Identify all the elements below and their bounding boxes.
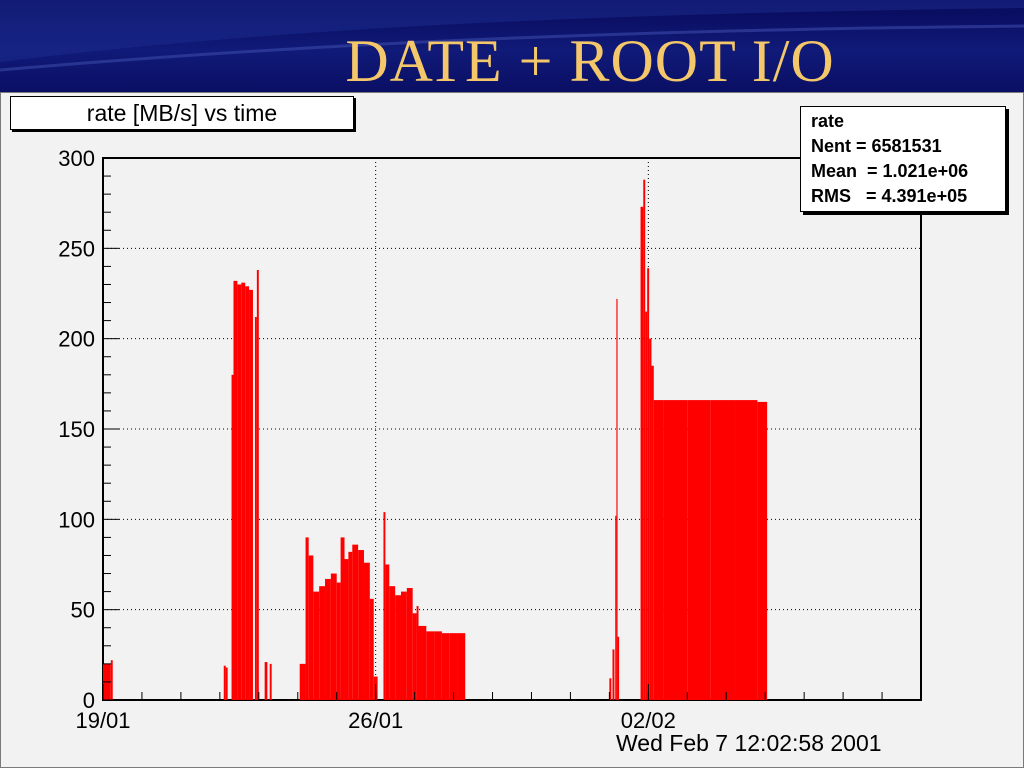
stats-nent: Nent = 6581531 xyxy=(811,136,942,156)
histogram-bar xyxy=(233,280,238,700)
histogram-bar xyxy=(110,660,113,700)
histogram-bar xyxy=(412,613,417,700)
y-tick-label: 200 xyxy=(58,327,95,352)
histogram-bar xyxy=(363,562,370,700)
histogram-bar xyxy=(231,374,234,700)
histogram-bar xyxy=(225,667,228,700)
histogram-bar xyxy=(319,586,326,700)
histogram-bar xyxy=(313,591,320,700)
histogram-bar xyxy=(308,555,314,700)
histogram-bar xyxy=(352,544,359,700)
histogram-bar xyxy=(416,606,419,700)
y-tick-label: 300 xyxy=(58,146,95,171)
timestamp: Wed Feb 7 12:02:58 2001 xyxy=(616,730,882,756)
histogram-bar xyxy=(616,298,618,700)
histogram-bar xyxy=(245,286,250,700)
x-tick-label: 26/01 xyxy=(348,708,403,733)
histogram-bar xyxy=(325,578,331,700)
histogram-bar xyxy=(710,400,735,700)
histogram-bar xyxy=(418,625,427,700)
slide-title: DATE + ROOT I/O xyxy=(345,28,835,94)
y-tick-label: 100 xyxy=(58,507,95,532)
histogram-bar xyxy=(651,365,654,700)
histogram-bar xyxy=(457,633,466,700)
histogram-bar xyxy=(358,550,364,700)
histogram-bar xyxy=(254,316,257,700)
histogram-bar xyxy=(687,400,711,700)
stats-box: rate Nent = 6581531 Mean = 1.021e+06 RMS… xyxy=(800,106,1006,212)
histogram-bar xyxy=(385,564,390,700)
histogram-bar xyxy=(645,311,648,700)
histogram-bar xyxy=(299,663,306,700)
y-tick-label: 150 xyxy=(58,417,95,442)
histogram-bar xyxy=(237,284,242,700)
histogram-bar xyxy=(734,400,758,700)
histogram-bar xyxy=(406,587,413,700)
histogram-bar xyxy=(609,678,612,700)
histogram-bar xyxy=(663,400,688,700)
histogram-bar xyxy=(757,401,768,700)
histogram-bar xyxy=(449,633,458,700)
histogram-bar xyxy=(330,573,337,700)
histogram-bar xyxy=(305,537,309,700)
histogram-bar xyxy=(389,586,396,700)
plot-title: rate [MB/s] vs time xyxy=(10,96,354,130)
histogram-bar xyxy=(653,400,664,700)
histogram-bar xyxy=(617,636,620,700)
histogram-bar xyxy=(269,663,272,700)
histogram-bar xyxy=(369,598,374,700)
histogram-bar xyxy=(348,551,353,700)
bars-layer xyxy=(103,179,768,700)
histogram-bar xyxy=(643,179,646,700)
histogram-bar xyxy=(640,206,644,700)
histogram-bar xyxy=(223,665,226,700)
histogram-bar xyxy=(441,633,450,700)
histogram-bar xyxy=(395,595,401,700)
stats-rms: RMS = 4.391e+05 xyxy=(811,186,968,206)
histogram-bar xyxy=(615,515,617,700)
slide-banner xyxy=(0,0,1024,92)
histogram-bar xyxy=(434,631,442,700)
histogram-bar xyxy=(426,631,435,700)
histogram-bar xyxy=(647,268,650,700)
y-tick-label: 0 xyxy=(83,688,95,713)
x-tick-label: 19/01 xyxy=(75,708,130,733)
x-tick-label: 02/02 xyxy=(621,708,676,733)
histogram-bar xyxy=(264,662,268,700)
stats-name: rate xyxy=(811,111,845,131)
histogram-bar xyxy=(344,559,349,700)
histogram-bar xyxy=(649,338,652,700)
histogram-bar xyxy=(336,582,341,700)
histogram-bar xyxy=(612,649,615,700)
histogram-bar xyxy=(249,289,253,700)
histogram-bar xyxy=(256,270,259,700)
histogram-bar xyxy=(383,512,386,700)
histogram-bar xyxy=(340,537,345,700)
y-tick-label: 250 xyxy=(58,236,95,261)
histogram-bar xyxy=(241,282,246,700)
banner-swoosh xyxy=(0,0,1024,72)
stats-mean: Mean = 1.021e+06 xyxy=(811,161,969,181)
y-tick-label: 50 xyxy=(71,598,95,623)
axis-layer: 0 50 100 150 200 250 300 19/01 26/01 02/02 xyxy=(58,146,922,733)
histogram-bar xyxy=(400,591,407,700)
